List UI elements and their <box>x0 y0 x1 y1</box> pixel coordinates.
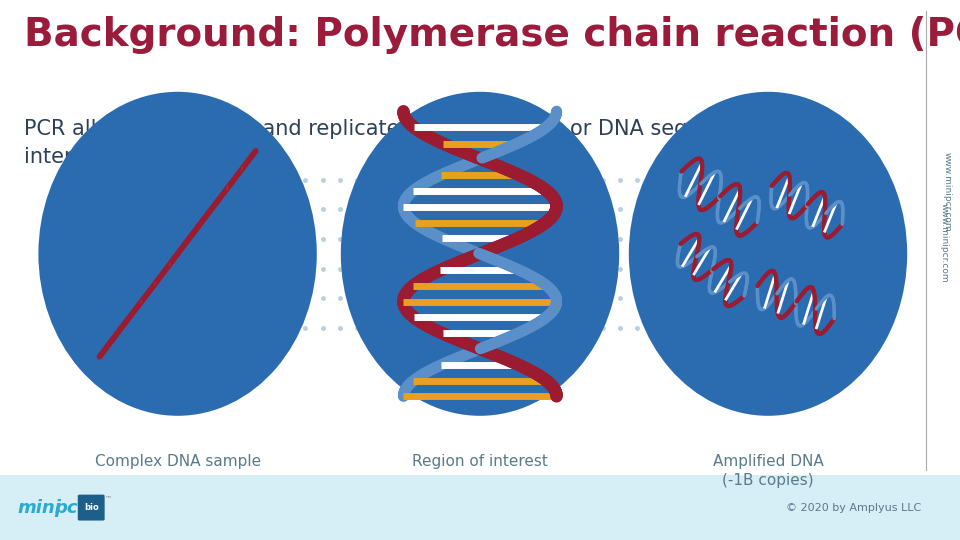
Text: © 2020 by Amplyus LLC: © 2020 by Amplyus LLC <box>786 503 922 512</box>
Text: Region of interest: Region of interest <box>412 454 548 469</box>
Text: PCR allows you to find and replicate a specific gene or DNA sequence of
interest: PCR allows you to find and replicate a s… <box>24 119 778 167</box>
Ellipse shape <box>629 92 907 416</box>
Text: ™: ™ <box>105 495 111 501</box>
Text: www.minipcr.com: www.minipcr.com <box>939 203 948 283</box>
FancyBboxPatch shape <box>78 495 105 521</box>
Text: Background: Polymerase chain reaction (PCR): Background: Polymerase chain reaction (P… <box>24 16 960 54</box>
Text: pcr: pcr <box>54 498 86 517</box>
Ellipse shape <box>341 92 619 416</box>
Bar <box>0 475 960 540</box>
Ellipse shape <box>38 92 317 416</box>
Text: www.minipcr.com: www.minipcr.com <box>943 152 952 232</box>
Text: Amplified DNA
(-1B copies): Amplified DNA (-1B copies) <box>712 454 824 488</box>
Text: bio: bio <box>84 503 99 512</box>
Text: Complex DNA sample: Complex DNA sample <box>94 454 261 469</box>
Text: mini: mini <box>17 498 61 517</box>
